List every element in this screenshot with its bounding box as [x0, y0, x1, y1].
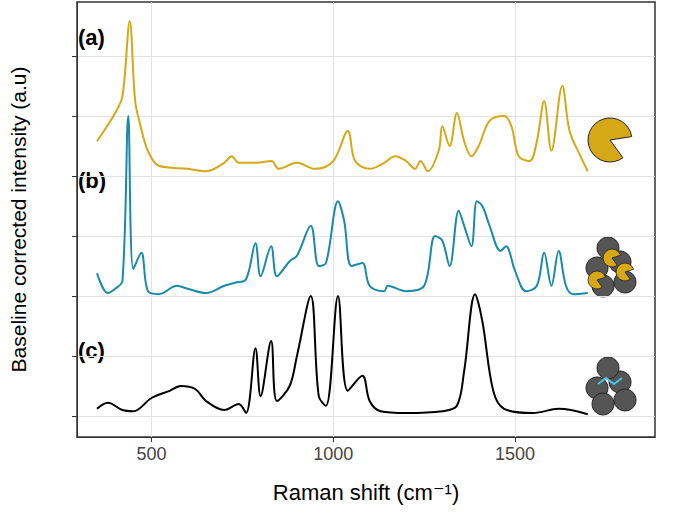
svg-text:Baseline corrected intensity (: Baseline corrected intensity (a.u)	[7, 67, 30, 373]
svg-text:(b): (b)	[78, 168, 106, 193]
svg-text:500: 500	[136, 444, 166, 464]
svg-text:(a): (a)	[78, 25, 105, 50]
svg-text:1000: 1000	[313, 444, 353, 464]
svg-text:(c): (c)	[78, 338, 105, 363]
svg-text:1500: 1500	[495, 444, 535, 464]
svg-text:Raman shift (cm⁻¹): Raman shift (cm⁻¹)	[273, 480, 459, 505]
